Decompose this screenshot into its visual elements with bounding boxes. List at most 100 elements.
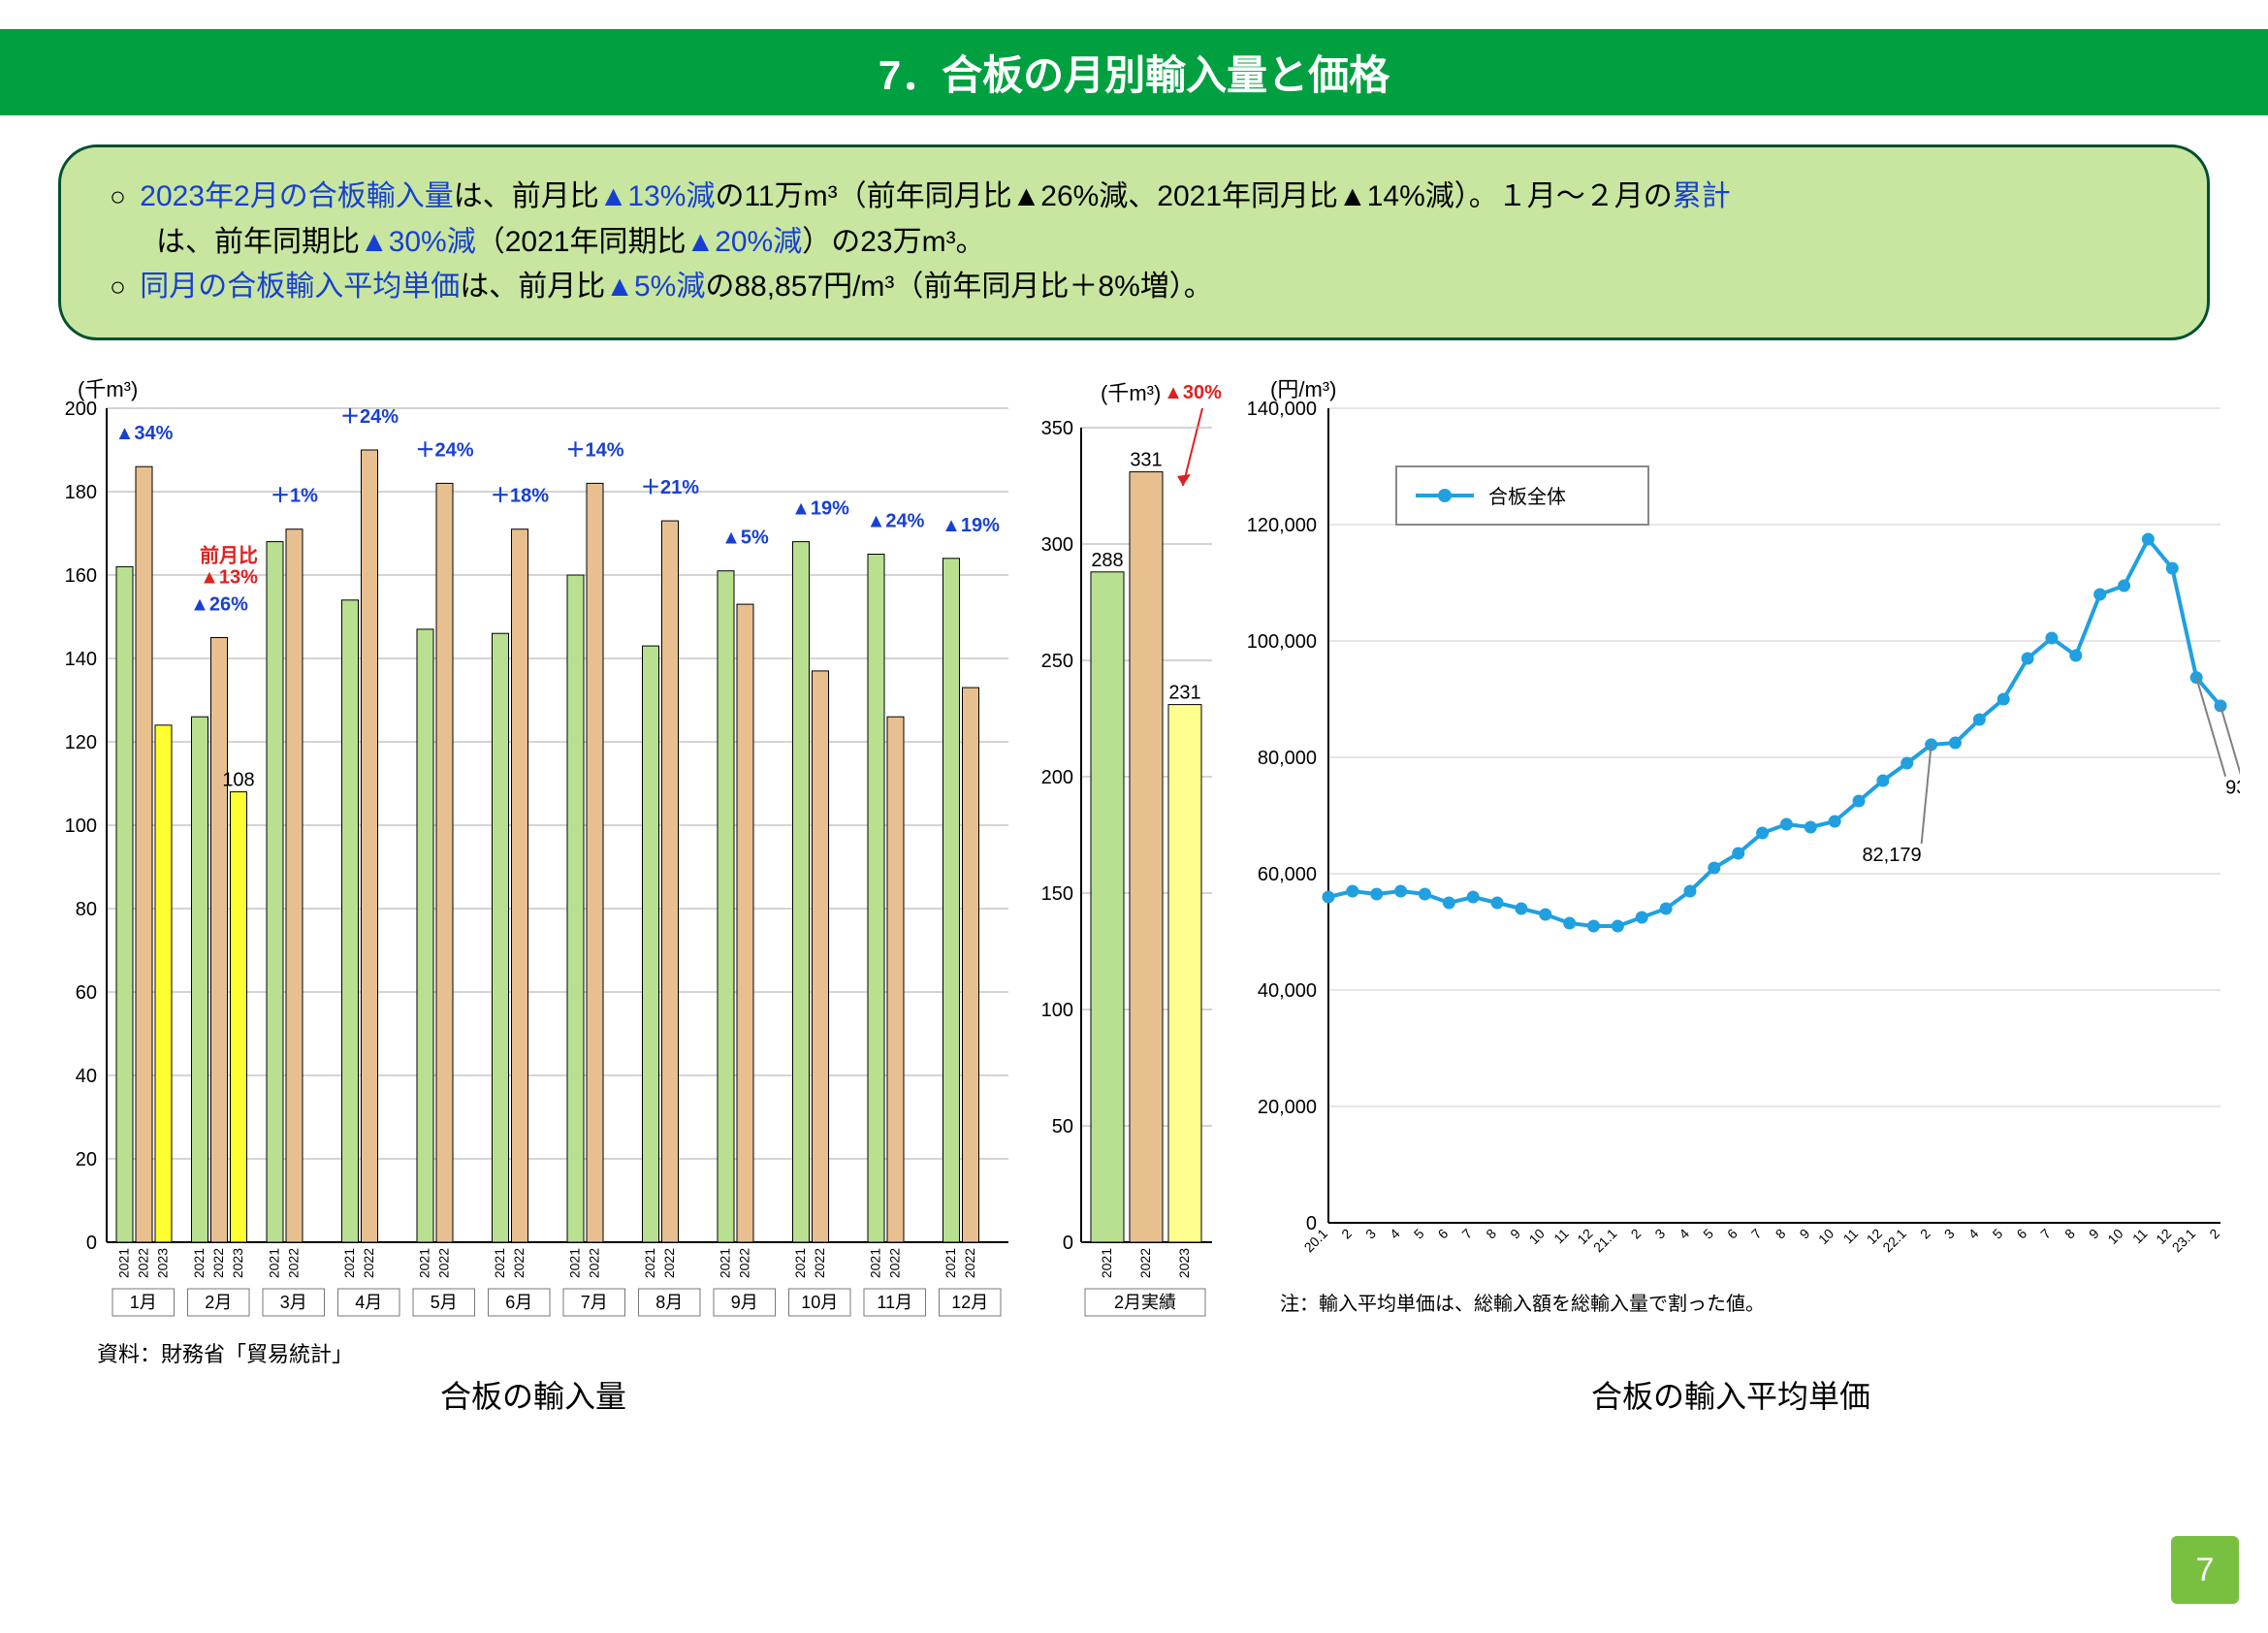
svg-text:21.1: 21.1 <box>1590 1225 1620 1255</box>
svg-text:＋18%: ＋18% <box>491 485 549 506</box>
svg-text:▲24%: ▲24% <box>867 510 925 531</box>
svg-text:2022: 2022 <box>1137 1247 1153 1277</box>
svg-text:＋24%: ＋24% <box>340 406 399 428</box>
monthly-chart-svg: 020406080100120140160180200(千m³)20212022… <box>39 369 1028 1359</box>
svg-text:93,720: 93,720 <box>2225 777 2240 798</box>
svg-text:▲26%: ▲26% <box>190 593 248 615</box>
svg-text:2021: 2021 <box>567 1247 583 1277</box>
svg-text:20,000: 20,000 <box>1258 1097 1317 1118</box>
svg-text:80,000: 80,000 <box>1258 748 1317 769</box>
svg-text:8: 8 <box>1773 1225 1789 1241</box>
svg-text:40,000: 40,000 <box>1258 980 1317 1002</box>
svg-text:4月: 4月 <box>355 1293 382 1312</box>
summary-line-1: ○ 2023年2月の合板輸入量は、前月比▲13%減の11万m³（前年同月比▲26… <box>110 175 2158 220</box>
page-title-bar: 7．合板の月別輸入量と価格 <box>0 29 2268 115</box>
svg-text:5: 5 <box>1411 1225 1427 1241</box>
svg-text:82,179: 82,179 <box>1862 844 1921 865</box>
svg-text:2021: 2021 <box>942 1247 958 1277</box>
svg-text:2: 2 <box>1917 1225 1933 1241</box>
svg-text:8: 8 <box>2061 1225 2078 1241</box>
svg-text:注：輸入平均単価は、総輸入額を総輸入量で割った値。: 注：輸入平均単価は、総輸入額を総輸入量で割った値。 <box>1280 1293 1765 1315</box>
svg-text:2023: 2023 <box>155 1247 171 1277</box>
svg-text:2: 2 <box>1338 1225 1355 1241</box>
svg-text:60,000: 60,000 <box>1258 864 1317 885</box>
svg-text:前月比: 前月比 <box>200 543 258 566</box>
svg-text:5: 5 <box>1700 1225 1716 1241</box>
svg-text:288: 288 <box>1091 549 1123 570</box>
svg-text:80: 80 <box>76 899 97 920</box>
svg-text:合板全体: 合板全体 <box>1488 486 1566 508</box>
svg-text:7: 7 <box>1748 1225 1765 1241</box>
svg-text:4: 4 <box>1965 1225 1982 1241</box>
svg-text:200: 200 <box>1041 767 1073 788</box>
svg-text:(千m³): (千m³) <box>1101 381 1161 405</box>
svg-text:3: 3 <box>1362 1225 1379 1241</box>
svg-text:1月: 1月 <box>130 1293 157 1312</box>
svg-text:2022: 2022 <box>286 1247 302 1277</box>
svg-text:50: 50 <box>1052 1116 1073 1137</box>
svg-text:7: 7 <box>2037 1225 2054 1241</box>
charts-row: 020406080100120140160180200(千m³)20212022… <box>0 360 2268 1417</box>
source-note: 資料：財務省「貿易統計」 <box>97 1337 353 1368</box>
svg-text:331: 331 <box>1130 449 1162 470</box>
svg-text:9: 9 <box>2086 1225 2102 1241</box>
svg-text:10: 10 <box>1815 1225 1837 1246</box>
svg-text:＋24%: ＋24% <box>415 439 473 461</box>
svg-text:6月: 6月 <box>505 1293 532 1312</box>
svg-text:120,000: 120,000 <box>1247 515 1317 536</box>
svg-text:6: 6 <box>2013 1225 2029 1241</box>
svg-text:2022: 2022 <box>361 1247 376 1277</box>
svg-text:2022: 2022 <box>812 1247 827 1277</box>
svg-text:3: 3 <box>1651 1225 1668 1241</box>
svg-text:2021: 2021 <box>868 1247 883 1277</box>
svg-text:120: 120 <box>65 732 97 753</box>
svg-text:▲19%: ▲19% <box>791 497 849 519</box>
svg-text:▲30%: ▲30% <box>1164 382 1222 403</box>
svg-text:100: 100 <box>1041 1000 1073 1021</box>
monthly-chart-title: 合板の輸入量 <box>39 1372 1028 1417</box>
svg-text:2月: 2月 <box>205 1293 232 1312</box>
svg-text:＋1%: ＋1% <box>271 485 318 506</box>
svg-text:6: 6 <box>1724 1225 1741 1241</box>
svg-text:231: 231 <box>1168 682 1200 703</box>
svg-text:200: 200 <box>65 399 97 420</box>
svg-text:2021: 2021 <box>191 1247 207 1277</box>
svg-text:60: 60 <box>76 982 97 1004</box>
svg-text:23.1: 23.1 <box>2169 1225 2199 1255</box>
svg-text:2021: 2021 <box>492 1247 507 1277</box>
svg-text:2021: 2021 <box>718 1247 733 1277</box>
page-title: 7．合板の月別輸入量と価格 <box>878 52 1390 98</box>
svg-text:2021: 2021 <box>1099 1247 1114 1277</box>
svg-text:2022: 2022 <box>887 1247 903 1277</box>
cumul-chart-svg: (千m³)▲30%0501001502002503003502882021331… <box>1028 369 1222 1359</box>
svg-text:2022: 2022 <box>436 1247 452 1277</box>
svg-text:2021: 2021 <box>792 1247 808 1277</box>
svg-text:108: 108 <box>222 769 254 790</box>
svg-text:2021: 2021 <box>642 1247 657 1277</box>
svg-text:12月: 12月 <box>951 1293 988 1312</box>
svg-text:5: 5 <box>1990 1225 2006 1241</box>
svg-text:2022: 2022 <box>210 1247 226 1277</box>
svg-text:8月: 8月 <box>655 1293 683 1312</box>
svg-text:＋14%: ＋14% <box>565 439 623 461</box>
svg-text:2月実績: 2月実績 <box>1114 1293 1176 1312</box>
cumulative-chart: (千m³)▲30%0501001502002503003502882021331… <box>1028 369 1222 1417</box>
svg-text:8: 8 <box>1483 1225 1499 1241</box>
svg-text:100: 100 <box>65 816 97 837</box>
svg-text:4: 4 <box>1676 1225 1692 1241</box>
price-chart: (円/m³)020,00040,00060,00080,000100,00012… <box>1222 369 2240 1417</box>
svg-text:7: 7 <box>1458 1225 1475 1241</box>
monthly-import-chart: 020406080100120140160180200(千m³)20212022… <box>39 369 1028 1417</box>
svg-text:2: 2 <box>2206 1225 2222 1241</box>
svg-text:160: 160 <box>65 565 97 587</box>
svg-text:▲13%: ▲13% <box>200 566 258 588</box>
price-chart-svg: (円/m³)020,00040,00060,00080,000100,00012… <box>1222 369 2240 1359</box>
svg-text:0: 0 <box>86 1233 97 1254</box>
svg-text:2022: 2022 <box>587 1247 602 1277</box>
svg-text:9月: 9月 <box>731 1293 758 1312</box>
svg-text:2022: 2022 <box>737 1247 752 1277</box>
svg-text:3: 3 <box>1941 1225 1958 1241</box>
svg-text:300: 300 <box>1041 534 1073 556</box>
svg-text:▲19%: ▲19% <box>942 514 1000 535</box>
svg-text:9: 9 <box>1797 1225 1813 1241</box>
